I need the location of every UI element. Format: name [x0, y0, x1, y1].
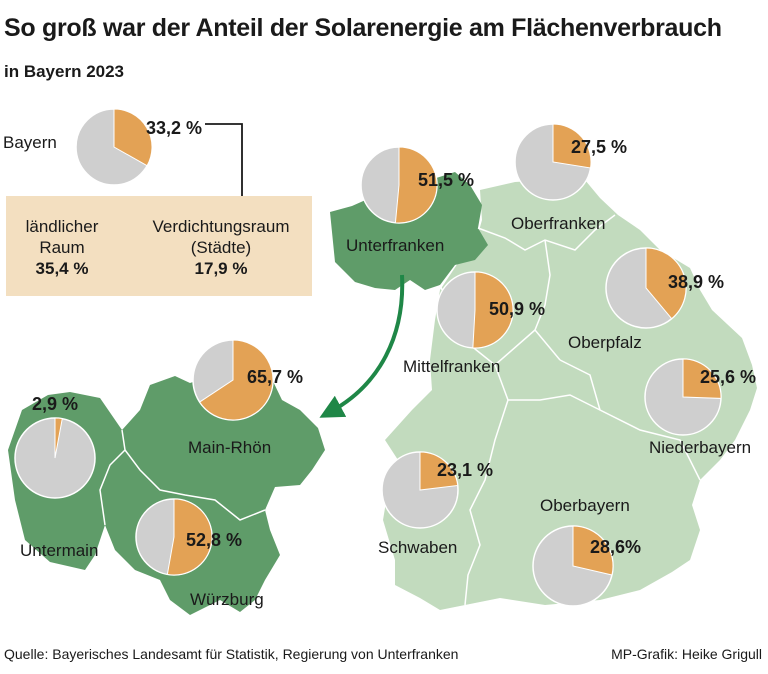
label-unterfranken: Unterfranken	[346, 236, 445, 255]
pie-bayern-solar	[113, 108, 153, 167]
pie-niederbayern	[644, 358, 722, 436]
source-note: Quelle: Bayerisches Landesamt für Statis…	[4, 646, 459, 662]
pie-oberpfalz	[605, 247, 687, 329]
value-main-rhoen: 65,7 %	[247, 367, 304, 387]
label-main-rhoen: Main-Rhön	[188, 438, 272, 457]
pie-mittelfranken	[436, 271, 514, 349]
label-oberpfalz: Oberpfalz	[568, 333, 642, 352]
value-wuerzburg: 52,8 %	[186, 530, 243, 550]
pie-schwaben	[381, 451, 459, 529]
zoom-arrow	[319, 274, 405, 418]
label-niederbayern: Niederbayern	[649, 438, 752, 457]
value-schwaben: 23,1 %	[437, 460, 494, 480]
label-oberbayern: Oberbayern	[540, 496, 630, 515]
credit-note: MP-Grafik: Heike Grigull	[611, 646, 762, 662]
label-oberfranken: Oberfranken	[511, 214, 606, 233]
pie-untermain-solar	[54, 417, 63, 459]
pie-oberpfalz-solar	[645, 247, 687, 320]
pie-oberfranken-solar	[552, 123, 592, 169]
pie-unterfranken-solar	[394, 146, 438, 224]
value-untermain: 2,9 %	[32, 394, 79, 414]
map-main-rhoen	[122, 375, 325, 520]
value-bayern: 33,2 %	[146, 118, 203, 138]
pie-oberbayern	[532, 525, 614, 607]
pie-schwaben-solar	[419, 451, 459, 491]
value-oberpfalz: 38,9 %	[668, 272, 725, 292]
pie-wuerzburg	[135, 498, 213, 576]
area-type-box: ländlicher Raum 35,4 % Verdichtungsraum …	[6, 196, 312, 296]
pie-wuerzburg-solar	[166, 498, 213, 576]
value-unterfranken: 51,5 %	[418, 170, 475, 190]
urban-area-value: 17,9 %	[194, 259, 248, 278]
value-oberbayern: 28,6%	[590, 537, 642, 557]
pie-layer	[14, 108, 722, 607]
pie-oberfranken	[514, 123, 592, 201]
label-untermain: Untermain	[20, 541, 99, 560]
page-subtitle: in Bayern 2023	[4, 62, 125, 81]
pie-main-rhoen-solar	[198, 339, 274, 421]
label-schwaben: Schwaben	[378, 538, 458, 557]
label-bayern: Bayern	[3, 133, 57, 152]
pie-main-rhoen	[192, 339, 274, 421]
rural-area-value: 35,4 %	[35, 259, 89, 278]
pie-oberbayern-solar	[572, 525, 614, 576]
pie-untermain	[14, 417, 96, 499]
pie-niederbayern-solar	[682, 358, 722, 399]
pie-mittelfranken-solar	[472, 271, 514, 349]
pie-unterfranken	[360, 146, 438, 224]
value-oberfranken: 27,5 %	[571, 137, 628, 157]
page-title: So groß war der Anteil der Solarenergie …	[4, 14, 722, 42]
rural-area-label: ländlicher Raum 35,4 %	[6, 216, 118, 279]
urban-area-label: Verdichtungsraum (Städte) 17,9 %	[136, 216, 306, 279]
label-wuerzburg: Würzburg	[190, 590, 264, 609]
pie-bayern	[75, 108, 153, 186]
value-niederbayern: 25,6 %	[700, 367, 757, 387]
label-mittelfranken: Mittelfranken	[403, 357, 501, 376]
value-mittelfranken: 50,9 %	[489, 299, 546, 319]
bayern-connector-line	[205, 123, 243, 196]
